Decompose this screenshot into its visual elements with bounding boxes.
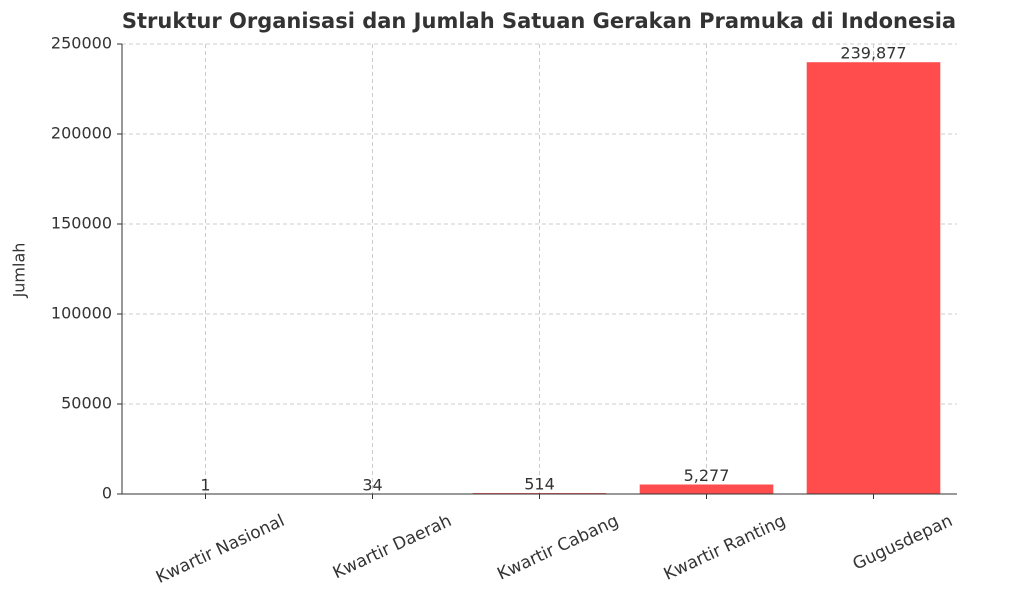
x-tick-label: Kwartir Ranting	[661, 511, 789, 585]
bar	[639, 484, 774, 494]
y-tick-label: 50000	[61, 394, 112, 413]
x-tick-label: Gugusdepan	[850, 511, 956, 575]
chart-title: Struktur Organisasi dan Jumlah Satuan Ge…	[122, 9, 956, 33]
x-tick-label: Kwartir Cabang	[494, 511, 621, 585]
y-tick-label: 250000	[51, 34, 112, 53]
y-tick-label: 100000	[51, 304, 112, 323]
y-axis-label: Jumlah	[10, 243, 29, 299]
value-label: 34	[362, 475, 382, 494]
bar	[806, 62, 941, 494]
value-label: 1	[200, 475, 210, 494]
value-label: 5,277	[684, 466, 730, 485]
value-label: 514	[524, 475, 555, 494]
x-tick-label: Kwartir Daerah	[330, 511, 455, 583]
value-label: 239,877	[840, 44, 906, 63]
y-tick-label: 150000	[51, 214, 112, 233]
y-tick-label: 0	[102, 484, 112, 503]
y-tick-label: 200000	[51, 124, 112, 143]
x-tick-label: Kwartir Nasional	[153, 511, 288, 588]
